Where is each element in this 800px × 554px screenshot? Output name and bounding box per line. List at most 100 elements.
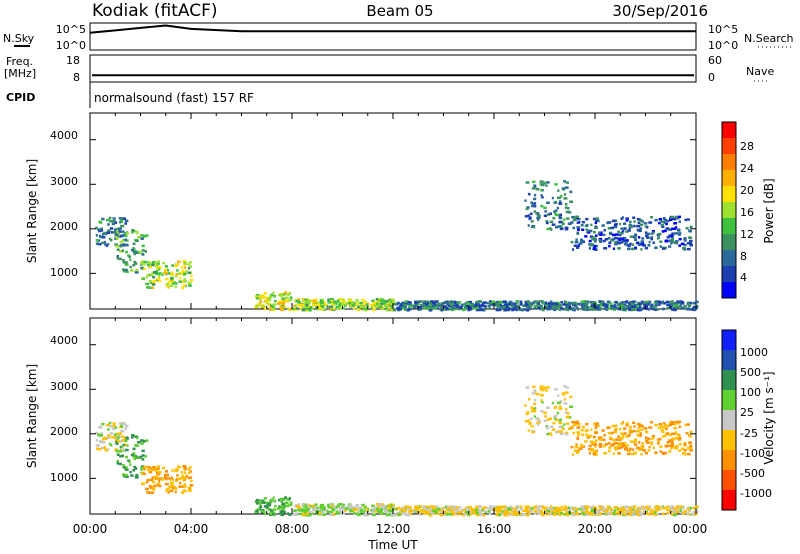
power-echo-cell — [676, 216, 680, 220]
velocity-echo-cell — [408, 506, 412, 509]
power-echo-cell — [102, 233, 104, 236]
velocity-echo-cell — [685, 432, 689, 435]
velocity-echo-cell — [547, 418, 550, 421]
velocity-echo-cell — [378, 506, 380, 509]
velocity-echo-cell — [533, 512, 537, 515]
velocity-echo-cell — [388, 505, 391, 508]
power-echo-cell — [564, 226, 569, 230]
power-echo-cell — [615, 222, 618, 226]
power-echo-cell — [441, 302, 444, 305]
velocity-echo-cell — [108, 442, 112, 446]
power-echo-cell — [552, 216, 556, 220]
power-echo-cell — [571, 248, 575, 251]
power-echo-cell — [125, 250, 128, 254]
velocity-echo-cell — [629, 425, 632, 429]
power-echo-cell — [674, 302, 677, 305]
velocity-echo-cell — [670, 444, 674, 447]
velocity-echo-cell — [463, 512, 467, 516]
velocity-echo-cell — [691, 513, 695, 516]
power-echo-cell — [467, 308, 471, 312]
velocity-echo-cell — [363, 506, 367, 509]
velocity-echo-cell — [319, 506, 324, 509]
velocity-echo-cell — [361, 503, 365, 507]
power-echo-cell — [496, 305, 500, 308]
power-echo-cell — [531, 202, 536, 206]
power-echo-cell — [683, 243, 687, 247]
velocity-echo-cell — [570, 426, 574, 429]
velocity-echo-cell — [574, 510, 578, 513]
power-echo-cell — [637, 229, 640, 232]
power-echo-cell — [381, 307, 385, 310]
velocity-echo-cell — [617, 447, 621, 450]
velocity-echo-cell — [488, 512, 492, 515]
power-echo-cell — [636, 224, 641, 228]
velocity-echo-cell — [538, 421, 541, 424]
velocity-echo-cell — [596, 511, 600, 515]
power-echo-cell — [617, 247, 621, 250]
velocity-echo-cell — [647, 513, 651, 516]
velocity-echo-cell — [623, 427, 626, 431]
power-echo-cell — [504, 302, 507, 306]
power-echo-cell — [542, 301, 546, 304]
velocity-echo-cell — [561, 512, 565, 516]
power-echo-cell — [629, 225, 633, 229]
velocity-echo-cell — [294, 509, 297, 512]
power-echo-cell — [664, 240, 669, 243]
velocity-echo-cell — [401, 512, 405, 515]
power-echo-cell — [580, 304, 584, 308]
power-echo-cell — [670, 239, 674, 242]
velocity-echo-cell — [280, 509, 285, 513]
velocity-echo-cell — [624, 506, 628, 509]
power-echo-cell — [543, 206, 547, 209]
velocity-echo-cell — [547, 509, 551, 513]
velocity-echo-cell — [533, 410, 537, 413]
power-echo-cell — [170, 273, 174, 276]
power-echo-cell — [656, 237, 660, 240]
velocity-echo-cell — [164, 473, 168, 477]
power-echo-cell — [446, 302, 450, 305]
power-echo-cell — [141, 249, 145, 252]
power-echo-cell — [549, 300, 553, 303]
velocity-echo-cell — [140, 439, 144, 442]
velocity-echo-cell — [540, 393, 543, 397]
power-echo-cell — [669, 301, 672, 304]
velocity-echo-cell — [472, 512, 476, 515]
velocity-echo-cell — [183, 483, 186, 486]
velocity-echo-cell — [140, 466, 143, 470]
velocity-echo-cell — [120, 429, 125, 433]
velocity-echo-cell — [188, 489, 192, 492]
velocity-echo-cell — [110, 436, 114, 439]
power-echo-cell — [140, 237, 144, 240]
velocity-echo-cell — [675, 510, 680, 514]
power-echo-cell — [101, 217, 105, 221]
power-echo-cell — [396, 301, 400, 305]
power-echo-cell — [158, 279, 162, 283]
velocity-echo-cell — [187, 486, 192, 490]
velocity-echo-cell — [650, 441, 654, 444]
power-echo-cell — [148, 279, 152, 283]
velocity-echo-cell — [272, 512, 275, 516]
velocity-echo-cell — [659, 425, 664, 428]
velocity-echo-cell — [302, 504, 306, 508]
power-echo-cell — [616, 302, 619, 305]
velocity-echo-cell — [115, 440, 118, 444]
velocity-echo-cell — [654, 451, 658, 454]
power-echo-cell — [399, 303, 403, 306]
power-echo-cell — [385, 308, 388, 312]
velocity-echo-cell — [590, 428, 593, 432]
velocity-echo-cell — [563, 385, 566, 388]
power-echo-cell — [527, 214, 530, 217]
velocity-echo-cell — [669, 439, 674, 443]
power-echo-cell — [637, 306, 642, 309]
power-echo-cell — [508, 302, 512, 306]
velocity-echo-cell — [663, 434, 667, 438]
power-echo-cell — [541, 308, 545, 312]
velocity-echo-cell — [653, 511, 657, 514]
velocity-echo-cell — [537, 423, 540, 426]
velocity-echo-cell — [533, 398, 537, 402]
power-echo-cell — [254, 306, 258, 309]
velocity-echo-cell — [609, 507, 613, 511]
power-echo-cell — [109, 220, 113, 223]
power-echo-cell — [435, 300, 439, 303]
velocity-echo-cell — [101, 422, 105, 426]
